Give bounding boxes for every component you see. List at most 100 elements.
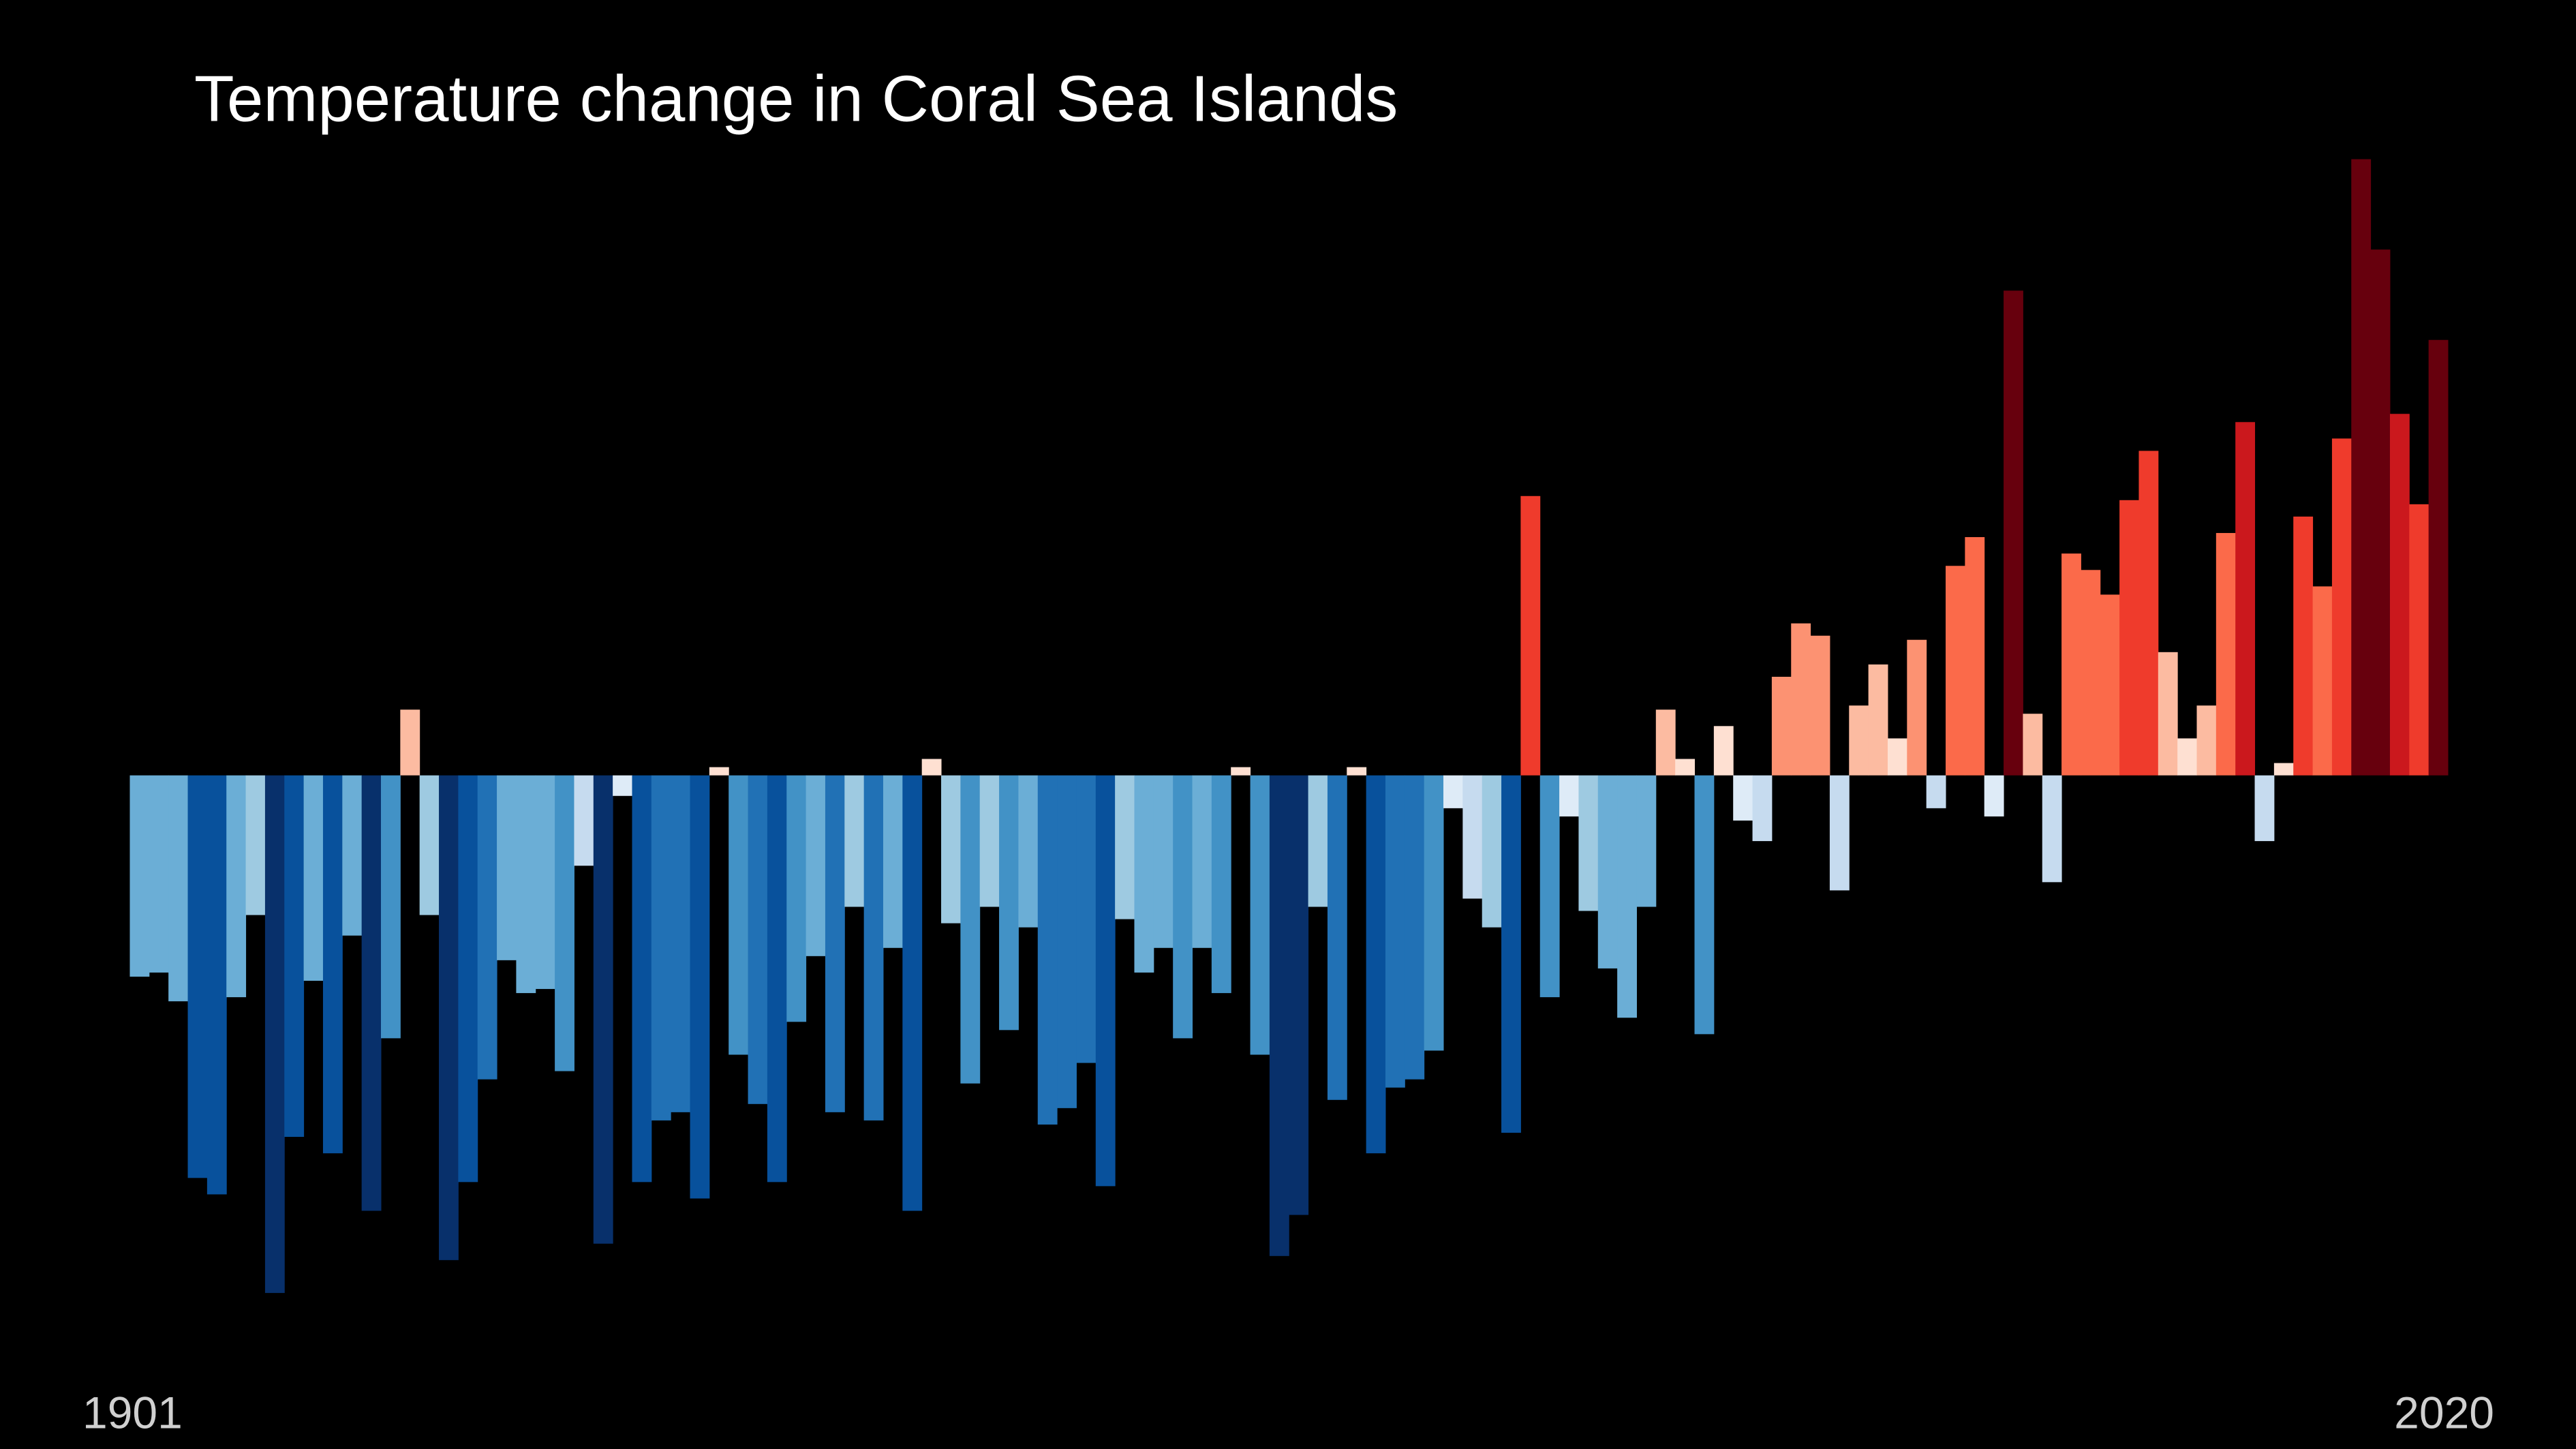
bar (2061, 553, 2081, 776)
bar (844, 775, 865, 907)
bar (497, 775, 517, 960)
bar (1539, 775, 1560, 998)
bar (1405, 775, 1425, 1080)
bar (1037, 775, 1058, 1125)
bar (729, 775, 749, 1055)
bar (1443, 775, 1463, 808)
bar (1887, 738, 1907, 776)
bar (2100, 594, 2120, 776)
bar (941, 775, 961, 924)
bar (245, 775, 266, 915)
bar (2273, 763, 2294, 776)
bar (1675, 759, 1696, 776)
bar (1578, 775, 1599, 911)
bar (1946, 566, 1965, 776)
bar (1424, 775, 1444, 1051)
bar (786, 775, 807, 1022)
bar (1501, 775, 1521, 1133)
bar (2023, 714, 2043, 776)
bar (1018, 775, 1039, 928)
bar (1327, 775, 1347, 1100)
bar (1733, 775, 1753, 821)
bar (226, 775, 247, 998)
bar (2409, 504, 2429, 776)
bar (1289, 775, 1309, 1215)
bar (748, 775, 768, 1104)
bar (593, 775, 613, 1244)
bar (1829, 775, 1850, 891)
chart-title: Temperature change in Coral Sea Islands (194, 62, 1398, 135)
bar (129, 775, 150, 977)
bar (439, 775, 459, 1260)
bar (2215, 533, 2236, 776)
bar (921, 759, 942, 776)
bar (1482, 775, 1502, 928)
x-tick-label: 1901 (82, 1387, 183, 1437)
bar (2331, 438, 2352, 776)
bar (690, 775, 710, 1199)
bar (1655, 710, 1676, 776)
bar (1791, 623, 1811, 776)
bar (1617, 775, 1637, 1018)
bar (284, 775, 305, 1138)
bar (516, 775, 536, 994)
bar (709, 767, 729, 776)
bar (149, 775, 169, 973)
bar (1134, 775, 1154, 973)
bar (960, 775, 981, 1084)
x-tick-label: 2020 (2394, 1387, 2494, 1437)
bar (825, 775, 845, 1112)
bar (1153, 775, 1174, 948)
bar (651, 775, 671, 1120)
bar (1173, 775, 1193, 1039)
bar (1308, 775, 1328, 907)
bar (1115, 775, 1135, 919)
bar (1926, 775, 1946, 808)
bar (1810, 635, 1830, 776)
bar (1907, 639, 1927, 776)
bar (1771, 676, 1792, 776)
bar (1076, 775, 1097, 1063)
bar (1192, 775, 1212, 948)
bar (2351, 159, 2372, 776)
bar (1095, 775, 1116, 1187)
bar (2312, 586, 2333, 776)
bar (477, 775, 497, 1080)
bar (1269, 775, 1289, 1256)
bar (2177, 738, 2198, 776)
bar (361, 775, 382, 1211)
bar (1694, 775, 1715, 1035)
bar (613, 775, 632, 796)
bar (2196, 705, 2217, 776)
bar (168, 775, 189, 1002)
bar (206, 775, 227, 1195)
bar (458, 775, 478, 1183)
bar (1462, 775, 1483, 899)
bar (2042, 775, 2062, 883)
bar (1713, 726, 1734, 776)
bar (1231, 767, 1251, 776)
bar (863, 775, 884, 1120)
bar (555, 775, 574, 1071)
bar (1868, 664, 1888, 776)
bar (2254, 775, 2275, 842)
bar (1965, 537, 1985, 776)
bar (883, 775, 903, 948)
bar (1636, 775, 1657, 907)
bar (574, 775, 594, 866)
bar (1385, 775, 1405, 1088)
bar (999, 775, 1019, 1031)
bar (1211, 775, 1231, 994)
bar (1250, 775, 1270, 1055)
bar (264, 775, 285, 1294)
bar (1559, 775, 1579, 817)
bar (902, 775, 923, 1211)
bar (1752, 775, 1773, 842)
bar (1520, 495, 1541, 776)
bar (767, 775, 787, 1183)
bar (1597, 775, 1618, 968)
bar (400, 710, 420, 776)
bar (380, 775, 401, 1039)
